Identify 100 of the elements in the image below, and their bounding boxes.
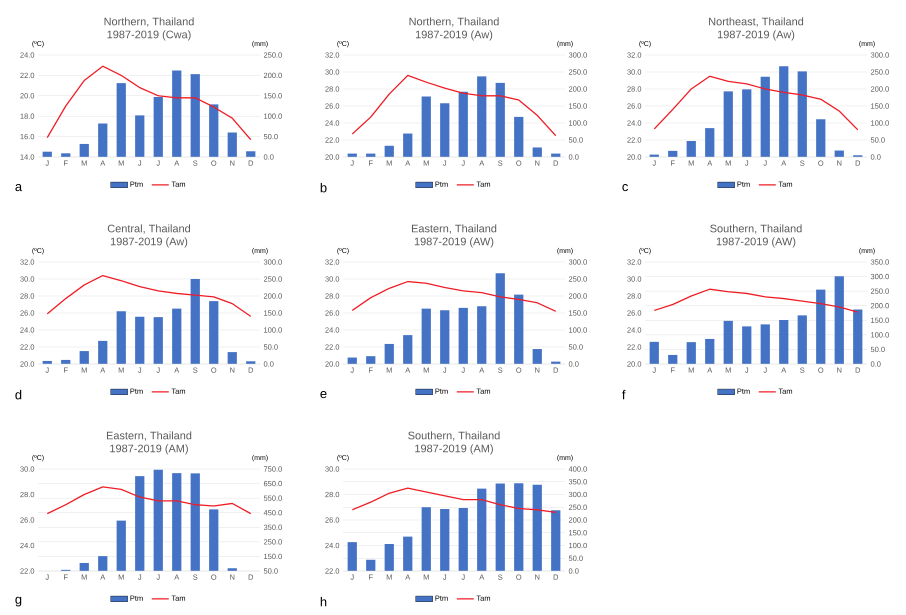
chart-title: Southern, Thailand <box>408 431 500 441</box>
chart-title: Eastern, Thailand <box>412 224 496 234</box>
chart-title: Northern, Thailand <box>410 17 499 27</box>
bar <box>551 154 560 157</box>
bar <box>228 352 237 364</box>
chart-title: Eastern, Thailand <box>106 431 192 441</box>
bar <box>98 340 108 364</box>
bar <box>366 560 376 571</box>
chart-subtitle: 1987-2019 (Cwa) <box>107 30 191 40</box>
bar <box>246 151 256 157</box>
bar <box>116 83 126 157</box>
bar <box>816 290 826 364</box>
bar <box>668 354 678 364</box>
bar <box>348 358 357 364</box>
bar <box>422 507 431 571</box>
chart-subtitle: 1987-2019 (AM) <box>415 444 493 454</box>
chart-title: Southern, Thailand <box>710 224 802 234</box>
bar <box>384 344 394 364</box>
text: h <box>320 596 326 606</box>
bar <box>668 150 678 157</box>
chart-subtitle: 1987-2019 (Aw) <box>110 237 188 248</box>
line-series <box>352 74 556 136</box>
bar <box>853 309 862 364</box>
bar <box>384 544 394 571</box>
bar <box>760 324 770 364</box>
bar <box>440 103 450 157</box>
text: a <box>15 184 22 192</box>
bar <box>190 74 200 157</box>
bar <box>209 104 218 157</box>
bar <box>348 154 357 157</box>
bar <box>798 71 807 157</box>
bar <box>366 154 376 157</box>
bar <box>779 66 788 157</box>
bar <box>686 141 696 157</box>
bar <box>834 276 844 364</box>
bar <box>80 351 89 364</box>
bar <box>422 308 431 364</box>
bar <box>348 542 357 571</box>
bar <box>440 310 450 364</box>
bar <box>742 89 752 157</box>
bar <box>496 484 505 571</box>
bar <box>742 326 752 364</box>
bar <box>834 150 844 157</box>
bar <box>154 97 163 157</box>
bar <box>458 92 468 157</box>
chart-subtitle: 1987-2019 (Aw) <box>718 30 794 40</box>
bar <box>532 147 542 157</box>
bar <box>366 356 376 364</box>
chart-subtitle: 1987-2019 (AW) <box>716 237 796 248</box>
bar <box>403 536 412 571</box>
text: d <box>15 390 22 400</box>
bar <box>514 483 524 571</box>
bar <box>209 301 218 364</box>
bar <box>532 349 542 364</box>
line-series <box>654 288 858 313</box>
bar <box>458 508 468 571</box>
bar <box>551 510 560 571</box>
bar <box>724 320 733 364</box>
bar <box>705 338 714 364</box>
bar <box>172 70 182 157</box>
line-series <box>352 280 556 312</box>
text: f <box>622 390 626 400</box>
bar <box>403 335 412 364</box>
bar <box>42 152 52 157</box>
bar <box>514 116 524 157</box>
bar <box>154 317 163 364</box>
bar <box>705 128 714 157</box>
bar <box>496 273 505 364</box>
line-series <box>46 486 252 514</box>
line-series <box>654 76 858 130</box>
bar <box>135 316 144 364</box>
chart-subtitle: 1987-2019 (AM) <box>110 444 188 454</box>
text: g <box>15 596 22 606</box>
line-series <box>46 66 252 140</box>
bar <box>80 144 89 157</box>
bar <box>440 509 450 571</box>
bar <box>798 315 807 364</box>
bar <box>135 115 144 157</box>
chart-title: Northeast, Thailand <box>709 17 804 27</box>
bar <box>496 82 505 157</box>
bar <box>384 146 394 157</box>
bar <box>172 308 182 364</box>
chart-title: Northern, Thailand <box>104 17 194 27</box>
chart-title: Central, Thailand <box>108 224 190 234</box>
bar <box>116 311 126 364</box>
bar <box>422 96 431 157</box>
bar <box>686 342 696 364</box>
bar <box>458 308 468 364</box>
bar <box>514 294 524 364</box>
text: b <box>320 182 327 192</box>
bar <box>532 484 542 571</box>
bar <box>760 76 770 157</box>
chart-subtitle: 1987-2019 (Aw) <box>416 30 492 40</box>
bar <box>477 76 486 157</box>
bar <box>190 278 200 364</box>
bar <box>816 119 826 157</box>
bar <box>477 488 486 571</box>
text: e <box>320 391 327 398</box>
chart-subtitle: 1987-2019 (AW) <box>414 237 494 248</box>
bar <box>724 91 733 157</box>
